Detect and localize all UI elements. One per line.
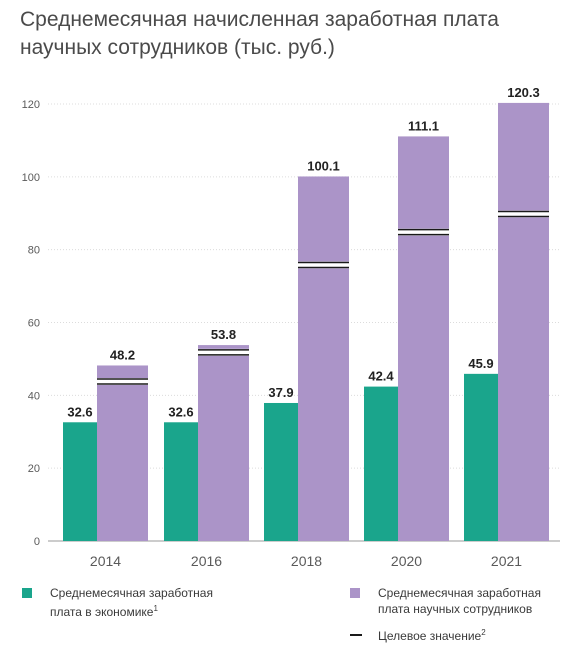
legend-item-economy: Среднемесячная заработная плата в эконом… bbox=[22, 586, 282, 626]
bar-economy bbox=[63, 422, 97, 541]
y-tick-label: 100 bbox=[22, 172, 40, 184]
target-gap bbox=[498, 210, 549, 218]
value-label-scientists: 100.1 bbox=[307, 158, 340, 173]
y-tick-label: 60 bbox=[28, 318, 40, 330]
bar-scientists bbox=[198, 345, 249, 541]
x-tick-label: 2016 bbox=[191, 553, 222, 569]
bar-scientists bbox=[298, 176, 349, 541]
value-label-scientists: 48.2 bbox=[110, 347, 135, 362]
bar-economy bbox=[264, 402, 298, 541]
target-markers bbox=[97, 210, 549, 385]
legend-swatch-scientists bbox=[350, 588, 360, 598]
legend-line-target bbox=[350, 634, 362, 636]
legend-label-economy: Среднемесячная заработная плата в эконом… bbox=[50, 586, 213, 619]
y-tick-label: 80 bbox=[28, 245, 40, 257]
legend-item-scientists: Среднемесячная заработная плата научных … bbox=[350, 586, 580, 626]
value-label-scientists: 120.3 bbox=[507, 85, 540, 100]
bar-economy bbox=[364, 386, 398, 541]
x-tick-label: 2021 bbox=[491, 553, 522, 569]
bar-economy bbox=[164, 422, 198, 541]
x-tick-label: 2018 bbox=[291, 553, 322, 569]
bar-scientists bbox=[498, 102, 549, 541]
value-label-economy: 37.9 bbox=[268, 385, 293, 400]
x-tick-label: 2014 bbox=[90, 553, 121, 569]
y-tick-labels: 0 20 40 60 80 100 120 bbox=[22, 99, 40, 548]
y-tick-label: 0 bbox=[34, 536, 40, 548]
y-tick-label: 20 bbox=[28, 463, 40, 475]
legend-item-target: Целевое значение2 bbox=[350, 626, 580, 644]
legend-footnote-economy: 1 bbox=[153, 604, 158, 613]
value-label-economy: 42.4 bbox=[368, 369, 394, 384]
value-label-scientists: 111.1 bbox=[408, 118, 439, 133]
legend-swatch-economy bbox=[22, 588, 32, 598]
x-tick-label: 2020 bbox=[391, 553, 422, 569]
bar-scientists bbox=[398, 136, 449, 541]
target-gap bbox=[97, 377, 148, 385]
target-gap bbox=[198, 348, 249, 356]
chart-title: Среднемесячная начисленная заработная пл… bbox=[20, 8, 499, 59]
target-gap bbox=[298, 261, 349, 269]
target-gap bbox=[398, 228, 449, 236]
value-labels: 32.6 48.2 32.6 53.8 37.9 100.1 42.4 111.1 45.9 12… bbox=[67, 85, 539, 419]
value-label-economy: 32.6 bbox=[67, 404, 92, 419]
value-label-scientists: 53.8 bbox=[211, 327, 236, 342]
bars bbox=[63, 102, 549, 541]
legend-label-scientists: Среднемесячная заработная плата научных … bbox=[378, 586, 541, 616]
value-label-economy: 45.9 bbox=[468, 356, 493, 371]
bar-scientists bbox=[97, 365, 148, 541]
legend-label-target: Целевое значение bbox=[378, 629, 482, 643]
value-label-economy: 32.6 bbox=[168, 404, 193, 419]
bar-economy bbox=[464, 373, 498, 541]
y-tick-label: 120 bbox=[22, 99, 40, 111]
y-tick-label: 40 bbox=[28, 390, 40, 402]
legend-footnote-target: 2 bbox=[481, 628, 486, 637]
x-tick-labels: 2014 2016 2018 2020 2021 bbox=[90, 553, 522, 569]
